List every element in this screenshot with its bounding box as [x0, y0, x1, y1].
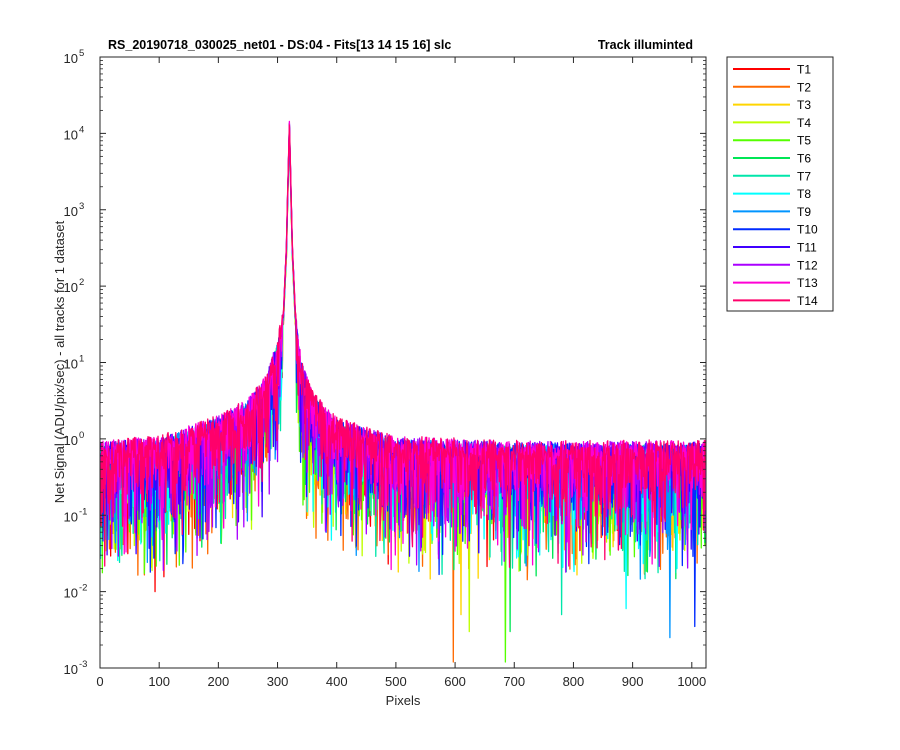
x-tick-label: 0 [96, 674, 103, 689]
legend-label-t1: T1 [797, 63, 811, 77]
legend-label-t10: T10 [797, 223, 818, 237]
y-tick-label: 10 [64, 662, 78, 677]
legend-label-t13: T13 [797, 276, 818, 290]
axis-ticks: 0 100 200 300 400 500 600 700 800 900 100010-310-2… [64, 48, 707, 689]
chart-subtitle: Track illuminted [598, 38, 693, 52]
x-tick-label: 700 [503, 674, 525, 689]
legend-label-t2: T2 [797, 80, 811, 94]
y-tick-label: 10 [64, 357, 78, 372]
x-tick-label: 1000 [677, 674, 706, 689]
x-tick-label: 300 [267, 674, 289, 689]
series-line-t14 [100, 124, 706, 568]
legend-label-t8: T8 [797, 187, 811, 201]
y-tick-exponent: -2 [79, 583, 87, 594]
x-tick-label: 800 [563, 674, 585, 689]
y-tick-label: 10 [64, 280, 78, 295]
x-tick-label: 200 [208, 674, 230, 689]
y-tick-exponent: -3 [79, 659, 87, 670]
x-tick-label: 600 [444, 674, 466, 689]
y-tick-label: 10 [64, 586, 78, 601]
legend-label-t11: T11 [797, 241, 817, 255]
legend-label-t9: T9 [797, 205, 811, 219]
y-tick-exponent: 1 [79, 354, 84, 365]
legend-label-t14: T14 [797, 294, 818, 308]
y-tick-exponent: 3 [79, 201, 84, 212]
legend: T1 T2 T3 T4 T5 T6 T7 T8 T9 T10 T11 T12 T13 T14 [726, 56, 834, 312]
y-axis-label: Net Signal (ADU/pix/sec) - all tracks fo… [52, 220, 67, 503]
x-tick-label: 400 [326, 674, 348, 689]
chart-title: RS_20190718_030025_net01 - DS:04 - Fits[… [108, 38, 451, 52]
legend-label-t5: T5 [797, 134, 811, 148]
series-layer [100, 120, 706, 663]
y-tick-label: 10 [64, 204, 78, 219]
legend-label-t7: T7 [797, 169, 811, 183]
y-tick-label: 10 [64, 51, 78, 66]
y-tick-exponent: 2 [79, 277, 84, 288]
legend-label-t6: T6 [797, 152, 811, 166]
y-tick-exponent: 5 [79, 48, 84, 59]
x-tick-label: 100 [148, 674, 170, 689]
x-tick-label: 900 [622, 674, 644, 689]
y-tick-exponent: 0 [79, 430, 84, 441]
legend-label-t12: T12 [797, 258, 818, 272]
y-tick-exponent: -1 [79, 506, 87, 517]
x-axis-label: Pixels [386, 693, 421, 708]
y-tick-exponent: 4 [79, 124, 84, 135]
y-tick-label: 10 [64, 509, 78, 524]
legend-label-t4: T4 [797, 116, 811, 130]
y-tick-label: 10 [64, 433, 78, 448]
legend-label-t3: T3 [797, 98, 811, 112]
legend-box [726, 56, 834, 312]
y-tick-label: 10 [64, 127, 78, 142]
x-tick-label: 500 [385, 674, 407, 689]
